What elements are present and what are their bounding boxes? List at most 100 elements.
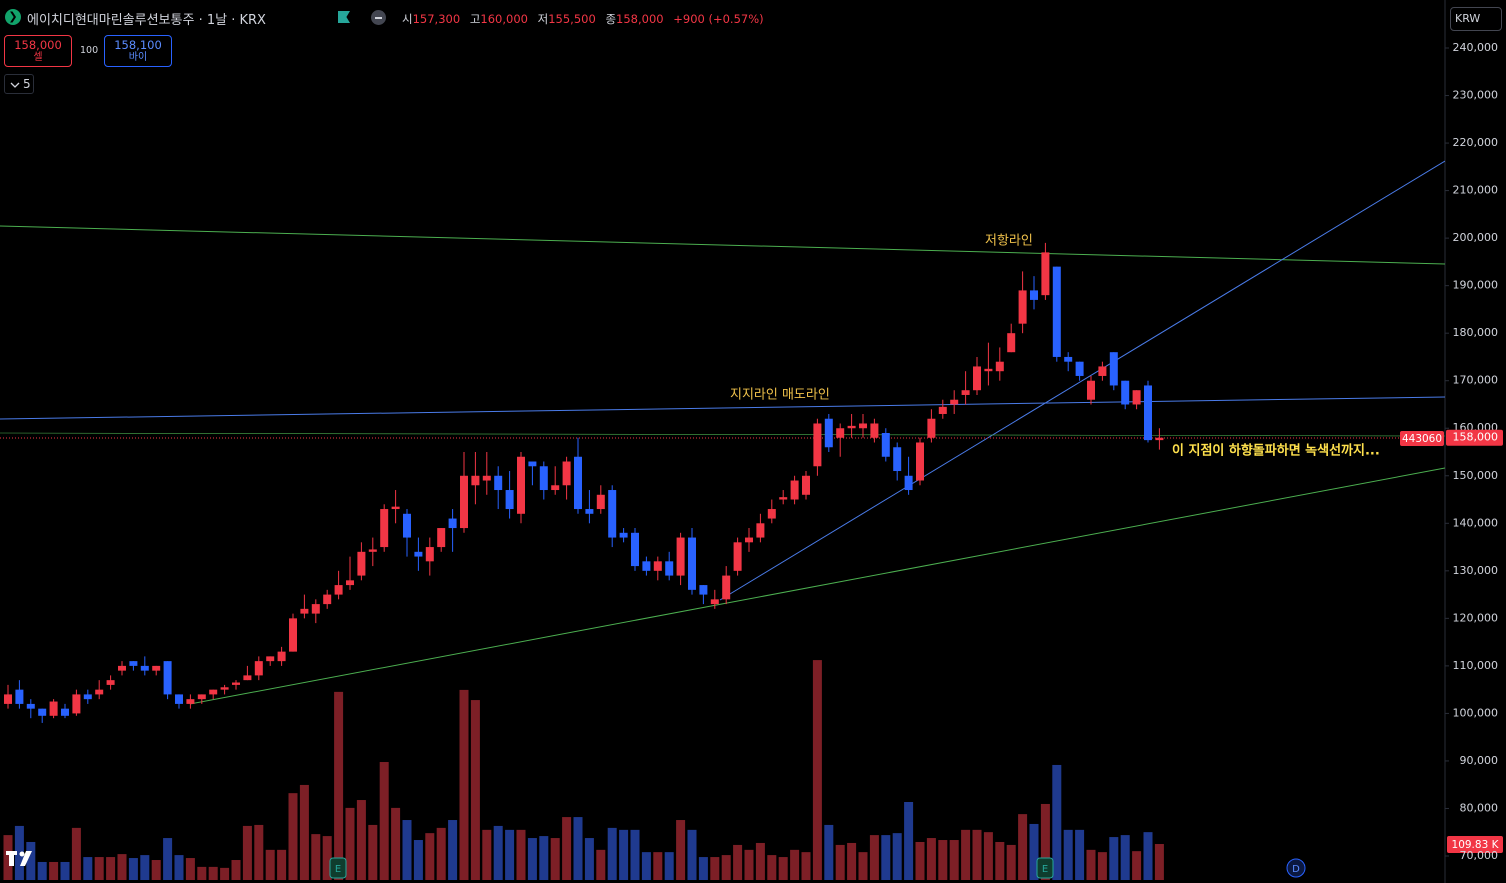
ohlc-key: 종 bbox=[605, 12, 617, 26]
candle-body bbox=[346, 580, 354, 586]
volume-bar bbox=[790, 849, 800, 880]
volume-bar bbox=[869, 835, 879, 880]
volume-bar bbox=[391, 807, 401, 880]
candle-body bbox=[186, 699, 195, 704]
minus-icon[interactable] bbox=[371, 10, 386, 25]
volume-bar bbox=[151, 860, 161, 880]
candle-body bbox=[608, 490, 617, 538]
candle-body bbox=[118, 665, 126, 671]
y-tick-label: 120,000 bbox=[1453, 611, 1499, 624]
volume-bar bbox=[539, 836, 549, 880]
volume-bar bbox=[379, 762, 389, 880]
candle-body bbox=[368, 549, 377, 552]
volume-bar bbox=[721, 855, 731, 880]
volume-bar bbox=[448, 820, 458, 880]
y-tick-label: 140,000 bbox=[1453, 516, 1499, 529]
volume-bar bbox=[972, 829, 982, 880]
volume-bar bbox=[185, 858, 195, 880]
candle-body bbox=[220, 687, 229, 690]
last-price-label: 158,000 bbox=[1453, 431, 1499, 444]
volume-bar bbox=[949, 840, 959, 880]
candle-body bbox=[813, 423, 822, 467]
candle-body bbox=[1155, 437, 1164, 441]
candle-body bbox=[562, 461, 571, 486]
volume-bar bbox=[1120, 835, 1130, 880]
volume-bar bbox=[778, 857, 788, 880]
interval-dropdown[interactable]: 5 bbox=[4, 74, 34, 94]
volume-bar bbox=[1040, 803, 1050, 880]
ohlc-value: 160,000 bbox=[480, 12, 528, 26]
flag-icon[interactable] bbox=[338, 11, 350, 23]
earnings-marker[interactable] bbox=[1036, 857, 1054, 879]
volume-bar bbox=[140, 855, 150, 880]
candle-body bbox=[437, 528, 446, 548]
candle-body bbox=[836, 428, 845, 438]
candle-body bbox=[1087, 380, 1095, 400]
candle-body bbox=[175, 694, 183, 704]
quantity[interactable]: 100 bbox=[80, 45, 99, 56]
volume-bar bbox=[733, 844, 743, 880]
volume-bar bbox=[49, 861, 59, 880]
annotation: 지지라인 매도라인 bbox=[730, 388, 830, 403]
y-tick-label: 240,000 bbox=[1453, 41, 1499, 54]
volume-bar bbox=[334, 691, 344, 880]
candle-body bbox=[72, 694, 81, 714]
candle-body bbox=[357, 551, 366, 576]
volume-bar bbox=[1052, 764, 1062, 880]
candle-body bbox=[323, 594, 332, 605]
candle-body bbox=[653, 561, 662, 571]
dividend-marker[interactable] bbox=[1286, 858, 1306, 878]
marker-label: E bbox=[335, 864, 341, 875]
candle-body bbox=[790, 480, 799, 500]
candle-body bbox=[767, 509, 776, 519]
buy-button[interactable]: 158,100 바이 bbox=[104, 35, 172, 67]
candle-body bbox=[448, 518, 457, 529]
volume-bar bbox=[710, 857, 720, 880]
chevron bbox=[10, 82, 20, 88]
symbol-icon: ❯ bbox=[5, 9, 21, 25]
volume-bar bbox=[755, 842, 765, 880]
indicator-badge bbox=[1400, 431, 1444, 446]
candle-body bbox=[311, 604, 320, 614]
volume-bar bbox=[835, 844, 845, 880]
volume-bar bbox=[288, 793, 298, 880]
candle-body bbox=[83, 694, 92, 700]
volume-bar bbox=[653, 852, 663, 880]
candle-body bbox=[254, 661, 263, 676]
logo bbox=[6, 851, 32, 866]
y-tick-label: 110,000 bbox=[1453, 659, 1499, 672]
volume-bar bbox=[356, 800, 366, 880]
volume-bar bbox=[573, 817, 583, 880]
candle-body bbox=[539, 466, 548, 491]
candle-body bbox=[61, 708, 69, 716]
candle-body bbox=[266, 656, 275, 662]
ohlc-key: 저 bbox=[537, 12, 549, 26]
candle-body bbox=[289, 618, 297, 652]
volume-bar bbox=[619, 829, 629, 880]
y-tick-label: 210,000 bbox=[1453, 184, 1499, 197]
volume-bar bbox=[983, 832, 993, 880]
volume-bar bbox=[767, 855, 777, 880]
volume-bar bbox=[698, 857, 708, 880]
volume-bar bbox=[197, 866, 207, 880]
earnings-marker[interactable] bbox=[329, 857, 347, 879]
volume-bar bbox=[550, 838, 560, 880]
sell-button[interactable]: 158,000 셀 bbox=[4, 35, 72, 67]
candles bbox=[4, 242, 1164, 723]
last-price-badge bbox=[1446, 429, 1503, 446]
ohlc-value: 157,300 bbox=[412, 12, 461, 26]
y-tick-label: 70,000 bbox=[1460, 849, 1499, 862]
currency-button[interactable]: KRW bbox=[1450, 7, 1502, 31]
candle-body bbox=[950, 399, 959, 405]
volume-bar bbox=[83, 857, 93, 880]
candle-body bbox=[1075, 361, 1084, 376]
symbol-title[interactable]: 에이치디현대마린솔루션보통주 · 1날 · KRX bbox=[27, 13, 266, 28]
candle-body bbox=[334, 585, 343, 595]
ohlc-key: 시 bbox=[402, 12, 413, 26]
ohlc-value: 158,000 bbox=[616, 12, 664, 26]
volume-bar bbox=[641, 852, 651, 880]
volume-bar bbox=[208, 866, 218, 880]
trend-line bbox=[719, 160, 1445, 601]
candle-body bbox=[1109, 352, 1118, 386]
candle-body bbox=[209, 689, 218, 695]
